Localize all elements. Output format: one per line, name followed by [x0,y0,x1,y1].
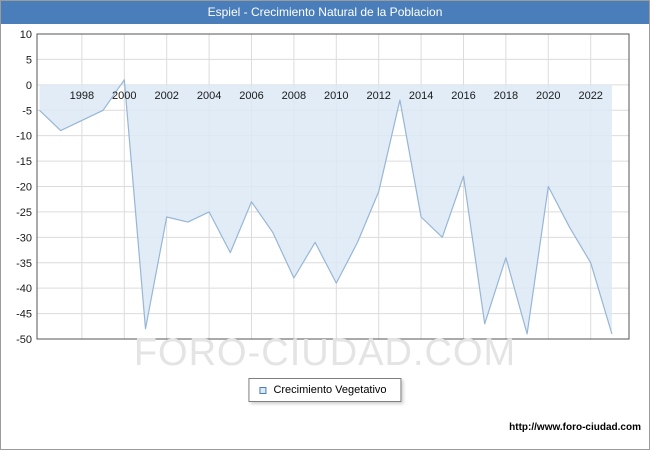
x-axis-tick-label: 2006 [239,90,263,102]
x-axis-tick-label: 2000 [112,90,136,102]
y-axis-tick-label: -25 [16,207,32,219]
chart-title-bar: Espiel - Crecimiento Natural de la Pobla… [1,1,649,24]
y-axis-tick-label: -40 [16,283,32,295]
x-axis-tick-label: 2020 [536,90,560,102]
y-axis-tick-label: 10 [20,29,32,41]
x-axis-tick-label: 2002 [154,90,178,102]
x-axis-tick-label: 2004 [197,90,221,102]
x-axis-tick-label: 2022 [578,90,602,102]
x-axis-tick-label: 2010 [324,90,348,102]
x-axis-tick-label: 2018 [494,90,518,102]
x-axis-tick-label: 2014 [409,90,433,102]
y-axis-tick-label: -45 [16,309,32,321]
y-axis-tick-label: 5 [26,54,32,66]
y-axis-tick-label: -30 [16,232,32,244]
legend-marker-square [259,386,267,394]
y-axis-tick-label: -10 [16,131,32,143]
site-url[interactable]: http://www.foro-ciudad.com [509,422,641,433]
y-axis-tick-label: -35 [16,258,32,270]
y-axis-tick-label: -20 [16,182,32,194]
x-axis-tick-label: 2012 [366,90,390,102]
x-axis-tick-label: 1998 [70,90,94,102]
y-axis-tick-label: 0 [26,80,32,92]
y-axis-tick-label: -50 [16,334,32,346]
y-axis-tick-label: -15 [16,156,32,168]
x-axis-tick-label: 2008 [282,90,306,102]
x-axis-tick-label: 2016 [451,90,475,102]
legend-label: Crecimiento Vegetativo [273,384,387,396]
chart-title: Espiel - Crecimiento Natural de la Pobla… [207,5,443,19]
y-axis-tick-label: -5 [22,105,32,117]
legend: Crecimiento Vegetativo [248,378,402,402]
